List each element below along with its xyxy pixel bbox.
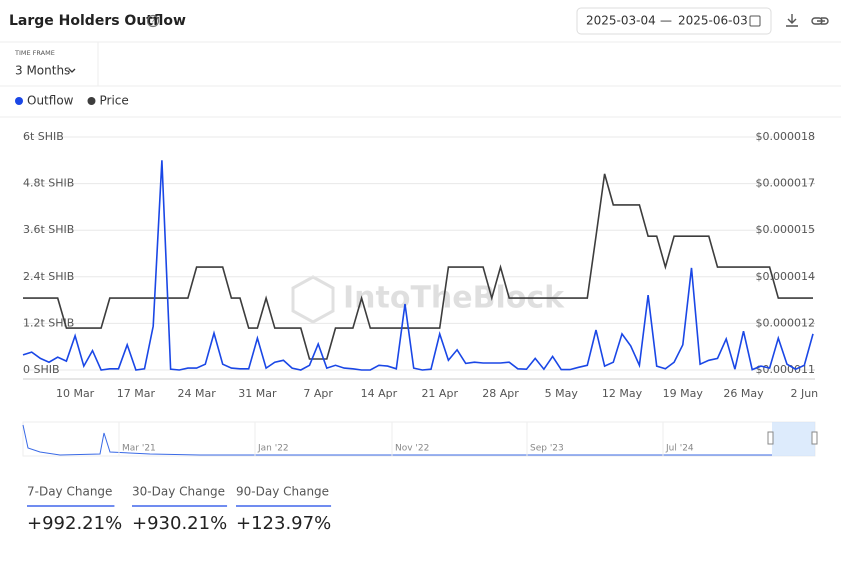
stat-value: +992.21% <box>27 513 122 534</box>
navigator-label: Mar '21 <box>122 444 156 454</box>
stat-label: 7-Day Change <box>27 485 112 499</box>
y2-tick-label: $0.000017 <box>756 177 816 190</box>
y-tick-label: 3.6t SHIB <box>23 223 74 236</box>
navigator-label: Sep '23 <box>530 444 564 454</box>
x-tick-label: 19 May <box>663 387 704 400</box>
y-tick-label: 1.2t SHIB <box>23 316 74 329</box>
legend-label[interactable]: Price <box>99 94 128 108</box>
navigator-label: Nov '22 <box>395 444 429 454</box>
legend-marker <box>87 97 96 105</box>
y-tick-label: 4.8t SHIB <box>23 177 74 190</box>
x-tick-label: 12 May <box>602 387 643 400</box>
x-tick-label: 28 Apr <box>482 387 519 400</box>
y2-tick-label: $0.000018 <box>756 130 816 143</box>
link-icon[interactable] <box>811 17 829 25</box>
stat-value: +123.97% <box>236 513 331 534</box>
help-icon[interactable]: ? <box>146 14 160 28</box>
date-to: 2025-06-03 <box>678 14 748 28</box>
stat-value: +930.21% <box>132 513 227 534</box>
y-tick-label: 2.4t SHIB <box>23 270 74 283</box>
watermark-logo <box>291 275 335 324</box>
x-tick-label: 2 Jun <box>790 387 818 400</box>
time-frame-label: TIME FRAME <box>14 49 55 57</box>
legend-marker <box>15 97 23 105</box>
x-tick-label: 14 Apr <box>361 387 398 400</box>
y-tick-label: 0 SHIB <box>23 363 60 376</box>
y2-tick-label: $0.000014 <box>756 270 816 283</box>
x-tick-label: 24 Mar <box>178 387 217 400</box>
calendar-icon[interactable] <box>749 15 761 27</box>
x-tick-label: 7 Apr <box>303 387 333 400</box>
x-tick-label: 26 May <box>723 387 764 400</box>
navigator-label: Jan '22 <box>257 444 289 454</box>
series-line <box>22 160 814 371</box>
download-icon[interactable] <box>786 14 798 27</box>
navigator-line <box>22 424 772 456</box>
stat-label: 30-Day Change <box>132 485 225 499</box>
time-frame-select[interactable]: 3 Months <box>15 64 70 78</box>
navigator-selection[interactable] <box>772 422 815 456</box>
date-from: 2025-03-04 <box>586 14 656 28</box>
stat-label: 90-Day Change <box>236 485 329 499</box>
legend-label[interactable]: Outflow <box>27 94 74 108</box>
navigator-handle[interactable] <box>811 431 818 445</box>
navigator-label: Jul '24 <box>665 444 694 454</box>
y-tick-label: 6t SHIB <box>23 130 64 143</box>
widget-title: Large Holders Outflow <box>9 13 186 29</box>
x-tick-label: 31 Mar <box>238 387 277 400</box>
x-tick-label: 17 Mar <box>117 387 156 400</box>
date-range[interactable] <box>576 7 772 35</box>
x-tick-label: 10 Mar <box>56 387 95 400</box>
svg-text:?: ? <box>151 17 155 26</box>
chevron <box>68 68 76 73</box>
date-separator: — <box>660 14 672 28</box>
x-tick-label: 5 May <box>545 387 579 400</box>
x-tick-label: 21 Apr <box>421 387 458 400</box>
navigator-handle[interactable] <box>767 431 774 445</box>
y2-tick-label: $0.000015 <box>756 223 816 236</box>
y2-tick-label: $0.000012 <box>756 316 816 329</box>
y2-tick-label: $0.000011 <box>756 363 816 376</box>
navigator[interactable] <box>22 421 816 457</box>
